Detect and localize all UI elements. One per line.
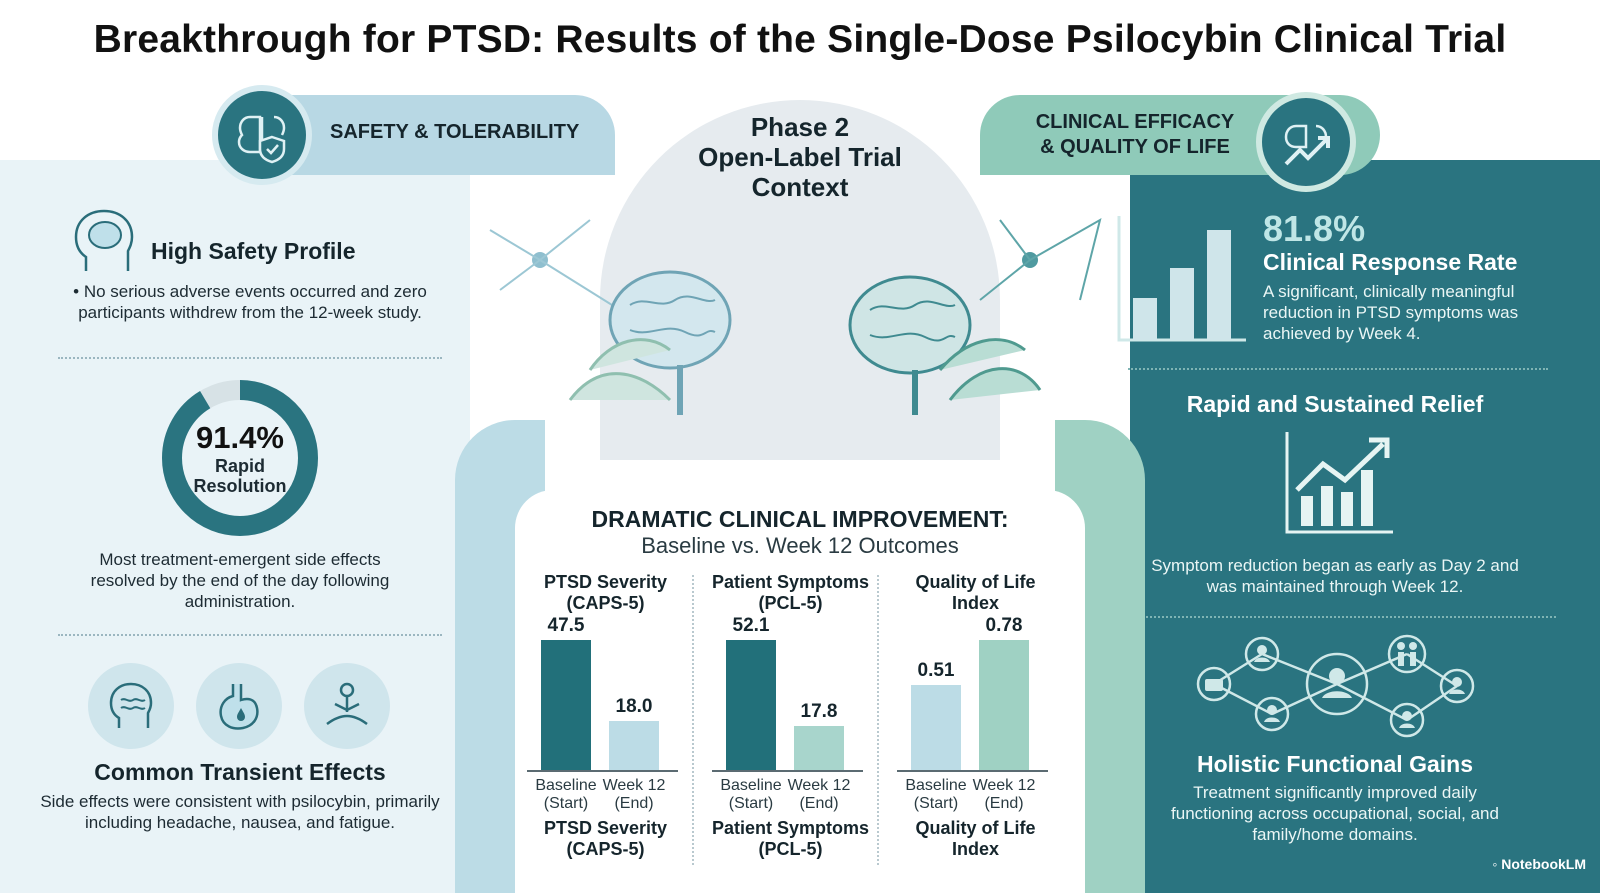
resolution-text: Most treatment-emergent side effects res… bbox=[90, 550, 390, 611]
left-divider-1 bbox=[58, 357, 442, 359]
chart-0-baseline bbox=[527, 770, 678, 772]
chart-1-baseline bbox=[712, 770, 863, 772]
chart-separator-1 bbox=[692, 575, 694, 865]
chart-0-category-0-line-2: (Start) bbox=[543, 795, 589, 812]
left-divider-2 bbox=[58, 634, 442, 636]
fatigue-meditation-icon bbox=[304, 663, 390, 749]
outcomes-chart-subtitle: Baseline vs. Week 12 Outcomes bbox=[641, 533, 959, 558]
chart-2-title-line-1: Quality of Life bbox=[915, 572, 1036, 592]
right-divider-1 bbox=[1128, 368, 1548, 370]
chart-0-value-label-1: 18.0 bbox=[615, 696, 653, 717]
chart-separator-2 bbox=[877, 575, 879, 865]
chart-2-bar-0 bbox=[911, 685, 961, 770]
donut-label: 91.4% Rapid Resolution bbox=[160, 420, 320, 496]
chart-0-footer-line-2: (CAPS-5) bbox=[566, 839, 645, 859]
functional-gains-heading: Holistic Functional Gains bbox=[1196, 751, 1474, 777]
chart-1-title-line-2: (PCL-5) bbox=[758, 593, 823, 613]
resolution-donut bbox=[160, 378, 320, 538]
brand-label: NotebookLM bbox=[1501, 856, 1586, 872]
chart-2-category-1-line-1: Week 12 bbox=[972, 777, 1036, 794]
headache-icon bbox=[88, 663, 174, 749]
outcomes-chart-title: DRAMATIC CLINICAL IMPROVEMENT: bbox=[591, 506, 1009, 532]
social-network-icon bbox=[1192, 632, 1482, 742]
response-rate-text: A significant, clinically meaningful red… bbox=[1263, 282, 1519, 343]
chart-2-bar-1 bbox=[979, 640, 1029, 770]
chart-1-title-line-1: Patient Symptoms bbox=[711, 572, 870, 592]
chart-1-footer-line-1: Patient Symptoms bbox=[711, 818, 870, 838]
chart-2-category-1-line-2: (End) bbox=[984, 795, 1024, 812]
brand-logo-icon: ◦ bbox=[1492, 856, 1498, 872]
chart-0-title-line-1: PTSD Severity bbox=[543, 572, 668, 592]
relief-heading: Rapid and Sustained Relief bbox=[1186, 391, 1484, 417]
functional-gains-text: Treatment significantly improved daily f… bbox=[1171, 783, 1499, 844]
safety-profile-text: • No serious adverse events occurred and… bbox=[73, 282, 427, 322]
page-title: Breakthrough for PTSD: Results of the Si… bbox=[93, 18, 1507, 61]
chart-2-category-0-line-1: Baseline bbox=[905, 777, 967, 794]
chart-2-value-label-1: 0.78 bbox=[985, 615, 1023, 636]
phase-context-label: Phase 2 Open-Label Trial Context bbox=[698, 112, 902, 202]
chart-2-footer-line-2: Index bbox=[951, 839, 999, 859]
chart-0-bar-1 bbox=[609, 721, 659, 770]
chart-2-category-0-line-2: (Start) bbox=[913, 795, 959, 812]
brain-shield-icon bbox=[212, 85, 312, 185]
chart-0-category-1-line-2: (End) bbox=[614, 795, 654, 812]
response-rate-value: 81.8% bbox=[1263, 208, 1366, 249]
safety-header-label: SAFETY & TOLERABILITY bbox=[330, 121, 580, 143]
donut-value: 91.4% bbox=[196, 420, 284, 455]
chart-0-value-label-0: 47.5 bbox=[547, 615, 585, 636]
chart-2-footer-line-1: Quality of Life bbox=[915, 818, 1036, 838]
bar-growth-icon bbox=[1115, 212, 1250, 344]
chart-2-title-line-2: Index bbox=[951, 593, 999, 613]
chart-2-value-label-0: 0.51 bbox=[917, 660, 955, 681]
chart-0-title-line-2: (CAPS-5) bbox=[566, 593, 645, 613]
chart-1-category-1-line-2: (End) bbox=[799, 795, 839, 812]
chart-1-bar-1 bbox=[794, 726, 844, 770]
brain-illustration-right bbox=[820, 200, 1120, 440]
chart-1-footer-line-2: (PCL-5) bbox=[758, 839, 823, 859]
chart-1-value-label-0: 52.1 bbox=[732, 615, 770, 636]
transient-effects-text: Side effects were consistent with psiloc… bbox=[40, 792, 440, 832]
chart-0-category-1-line-1: Week 12 bbox=[602, 777, 666, 794]
donut-caption-1: Rapid bbox=[214, 456, 265, 476]
efficacy-header-label: CLINICAL EFFICACY & QUALITY OF LIFE bbox=[1035, 111, 1235, 158]
chart-1-category-0-line-2: (Start) bbox=[728, 795, 774, 812]
chart-1-category-0-line-1: Baseline bbox=[720, 777, 782, 794]
chart-0-category-0-line-1: Baseline bbox=[535, 777, 597, 794]
chart-0-bar-0 bbox=[541, 640, 591, 770]
right-divider-2 bbox=[1146, 616, 1556, 618]
safety-profile-heading: High Safety Profile bbox=[151, 238, 356, 264]
brain-growth-icon bbox=[1256, 92, 1356, 192]
chart-0-footer-line-1: PTSD Severity bbox=[543, 818, 668, 838]
transient-effects-heading: Common Transient Effects bbox=[94, 759, 386, 785]
notebooklm-brand: ◦ NotebookLM bbox=[1492, 856, 1586, 872]
relief-text: Symptom reduction began as early as Day … bbox=[1151, 556, 1519, 596]
brain-illustration-left bbox=[480, 200, 780, 440]
trend-up-icon bbox=[1283, 430, 1395, 536]
chart-2-baseline bbox=[897, 770, 1048, 772]
nausea-stomach-icon bbox=[196, 663, 282, 749]
head-brain-icon bbox=[72, 205, 138, 275]
donut-caption-2: Resolution bbox=[193, 476, 287, 496]
response-rate-label: Clinical Response Rate bbox=[1263, 249, 1518, 275]
chart-1-bar-0 bbox=[726, 640, 776, 770]
chart-1-category-1-line-1: Week 12 bbox=[787, 777, 851, 794]
chart-1-value-label-1: 17.8 bbox=[800, 701, 838, 722]
